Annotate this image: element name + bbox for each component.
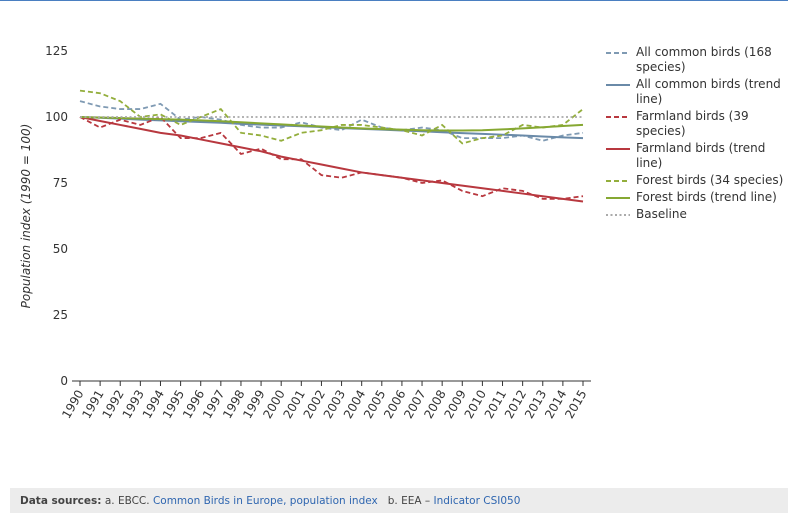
legend-label: Farmland birds (39 species): [636, 109, 749, 138]
series-line: [79, 116, 584, 132]
legend-swatch: [606, 197, 630, 199]
source-link[interactable]: Common Birds in Europe, population index: [152, 495, 378, 507]
source-link[interactable]: Indicator CSI050: [433, 495, 521, 507]
legend-label: Forest birds (34 species): [636, 173, 784, 187]
legend-item[interactable]: Forest birds (34 species): [604, 173, 784, 188]
legend-label: Forest birds (trend line): [636, 190, 777, 204]
legend-swatch: [606, 84, 630, 86]
legend-item[interactable]: All common birds (168 species): [604, 45, 784, 75]
y-tick-label: 75: [53, 176, 68, 190]
y-tick-label: 25: [53, 308, 68, 322]
y-tick-label: 0: [60, 374, 68, 388]
legend-label: Farmland birds (trend line): [636, 141, 766, 170]
legend-label: All common birds (trend line): [636, 77, 781, 106]
legend-swatch: [606, 180, 630, 182]
legend-swatch: [606, 116, 630, 118]
legend-swatch: [606, 148, 630, 150]
chart: Population index (1990 = 100) 0 25 50 75 100…: [19, 44, 591, 421]
source: a. EBCC.: [104, 495, 150, 507]
footer: Data sources: a. EBCC. Common Birds in E…: [10, 488, 788, 513]
legend-item[interactable]: Forest birds (trend line): [604, 190, 784, 205]
source: b. EEA –: [387, 495, 431, 507]
legend-item[interactable]: Baseline: [604, 207, 784, 222]
series-line: [79, 116, 584, 203]
legend-label: Baseline: [636, 207, 687, 221]
y-tick-label: 125: [45, 44, 68, 58]
series-line: [79, 100, 584, 142]
y-tick-label: 100: [45, 110, 68, 124]
legend-label: All common birds (168 species): [636, 45, 772, 74]
y-axis-label: Population index (1990 = 100): [19, 124, 33, 309]
series-line: [79, 89, 584, 145]
legend-item[interactable]: All common birds (trend line): [604, 77, 784, 107]
y-tick-label: 50: [53, 242, 68, 256]
legend-item[interactable]: Farmland birds (trend line): [604, 141, 784, 171]
legend-swatch: [606, 214, 630, 216]
legend: All common birds (168 species) All common…: [604, 45, 784, 224]
footer-label: Data sources:: [20, 495, 102, 507]
legend-item[interactable]: Farmland birds (39 species): [604, 109, 784, 139]
legend-swatch: [606, 52, 630, 54]
x-tick-label: 2015: [562, 388, 589, 421]
